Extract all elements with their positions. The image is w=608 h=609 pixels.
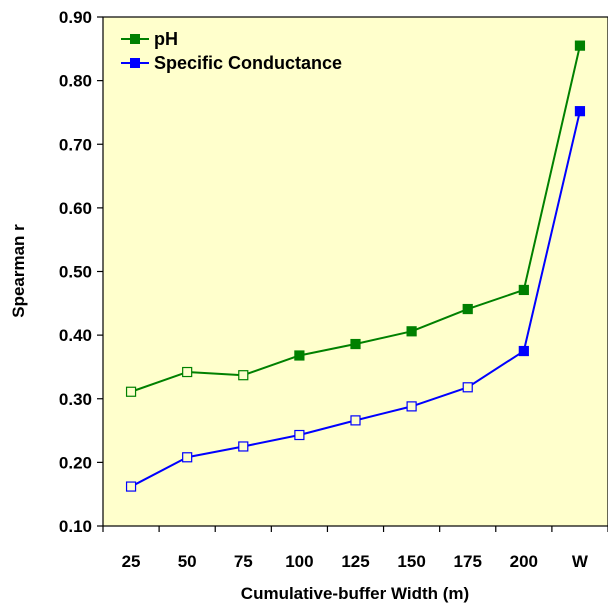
data-point-specific-conductance [182,452,193,463]
series-layer [125,40,586,492]
legend: pH Specific Conductance [121,29,342,73]
y-tick-label: 0.40 [59,326,92,345]
legend-item-ph: pH [121,29,178,49]
data-point-ph [294,350,305,361]
y-axis-title: Spearman r [9,224,28,318]
x-tick-label: 75 [234,552,253,571]
y-tick-label: 0.80 [59,72,92,91]
data-point-ph [238,370,249,381]
y-axis: 0.10 0.20 0.30 0.40 0.50 0.60 0.70 0.80 0.90 [59,8,103,536]
plot-area [102,16,608,527]
legend-item-specific-conductance: Specific Conductance [121,53,342,73]
x-tick-label: 100 [285,552,313,571]
legend-marker-specific-conductance [130,58,140,68]
x-tick-label: 150 [397,552,425,571]
data-point-ph [182,366,193,378]
data-point-ph [406,326,417,337]
data-point-ph [350,338,361,350]
data-point-ph [518,284,529,296]
legend-label-ph: pH [154,29,178,49]
x-tick-label: 175 [454,552,482,571]
data-point-specific-conductance [238,441,249,452]
data-point-specific-conductance [350,415,361,426]
x-tick-label: 125 [341,552,369,571]
data-point-ph [125,386,137,397]
y-tick-label: 0.60 [59,199,92,218]
y-tick-label: 0.10 [59,517,92,536]
data-point-ph [462,303,473,315]
legend-marker-ph [130,34,140,44]
y-tick-label: 0.90 [59,8,92,27]
y-tick-label: 0.50 [59,263,92,282]
data-point-specific-conductance [294,429,305,441]
data-point-specific-conductance [125,481,137,492]
data-point-specific-conductance [518,345,529,357]
y-tick-label: 0.30 [59,390,92,409]
x-axis-title: Cumulative-buffer Width (m) [241,584,469,603]
data-point-ph [574,40,586,51]
y-tick-label: 0.20 [59,453,92,472]
data-point-specific-conductance [574,106,586,117]
y-tick-label: 0.70 [59,135,92,154]
x-axis: 25 50 75 100 125 150 175 200 W [102,526,608,571]
legend-label-specific-conductance: Specific Conductance [154,53,342,73]
x-tick-label: 200 [510,552,538,571]
data-point-specific-conductance [462,382,473,393]
x-tick-label: W [572,552,589,571]
x-tick-label: 50 [178,552,197,571]
x-tick-label: 25 [122,552,141,571]
data-point-specific-conductance [406,401,417,412]
